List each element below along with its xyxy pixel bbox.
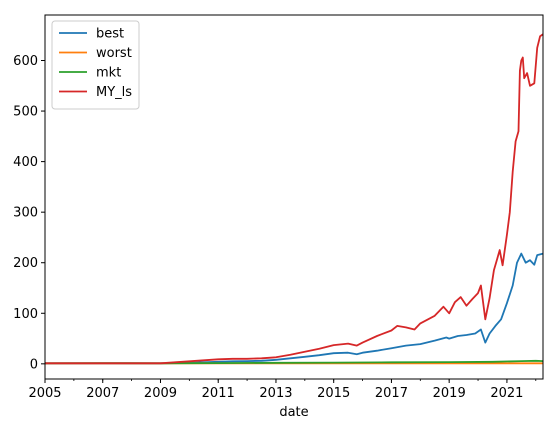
legend-label: best [96,27,124,42]
legend: best worst mkt MY_ls [51,20,140,110]
series-line-best [45,252,544,365]
y-tick-label: 200 [13,256,38,271]
x-axis: 2005 2007 2009 2011 2013 2015 2017 2019 2021 [28,379,537,401]
x-tick-label: 2013 [259,386,292,401]
x-tick-label: 2017 [375,386,408,401]
x-tick-label: 2009 [144,386,177,401]
plot-frame [44,14,544,380]
x-tick-label: 2005 [28,386,61,401]
x-tick-label: 2007 [86,386,119,401]
plot-lines [44,33,544,365]
legend-label: worst [96,46,132,61]
y-tick-label: 400 [13,155,38,170]
x-tick-label: 2019 [433,386,466,401]
y-tick-label: 300 [13,206,38,221]
y-tick-label: 0 [30,357,38,372]
x-tick-label: 2015 [317,386,350,401]
legend-label: mkt [96,66,121,81]
x-axis-label: date [279,405,308,420]
series-line-my-ls [45,33,544,365]
legend-box [51,20,140,110]
x-tick-label: 2011 [202,386,235,401]
y-axis: 0 100 200 300 400 500 600 [13,54,45,372]
y-tick-label: 100 [13,307,38,322]
y-tick-label: 500 [13,105,38,120]
x-tick-label: 2021 [490,386,523,401]
legend-label: MY_ls [96,85,132,100]
y-tick-label: 600 [13,54,38,69]
